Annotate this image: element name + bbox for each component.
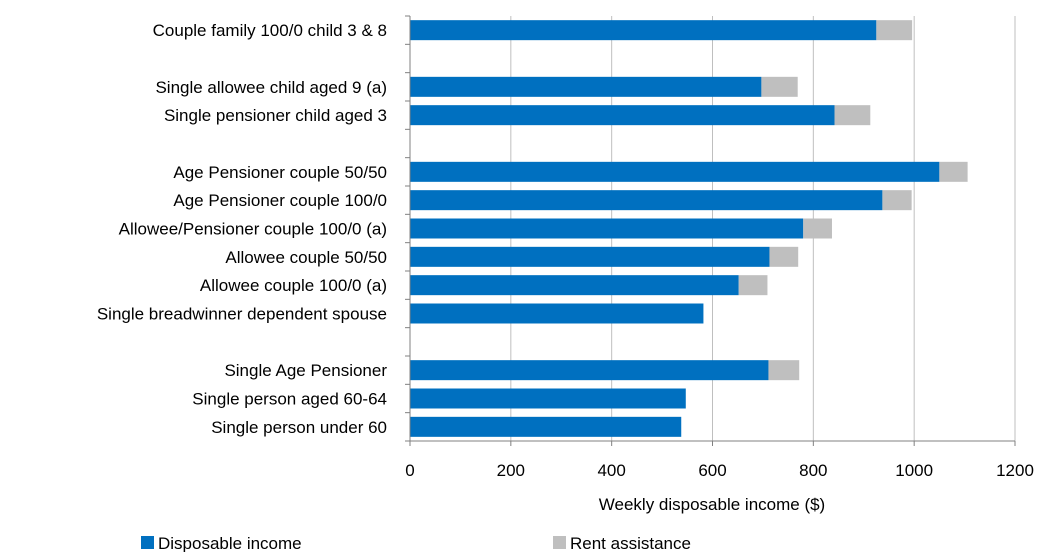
x-axis-title: Weekly disposable income ($)	[599, 495, 825, 514]
bar-disposable-income	[410, 360, 769, 381]
bar-rent-assistance	[876, 20, 913, 41]
legend-label-disposable-income: Disposable income	[158, 534, 302, 552]
x-tick-label: 600	[698, 461, 726, 480]
bar-disposable-income	[410, 388, 686, 409]
x-tick-labels: 0 200 400 600 800 1000 1200	[405, 461, 1034, 480]
category-labels: Couple family 100/0 child 3 & 8 Single al…	[97, 21, 388, 437]
bars	[410, 20, 968, 437]
x-tick-label: 1200	[996, 461, 1034, 480]
bar-disposable-income	[410, 161, 940, 182]
bar-rent-assistance	[882, 190, 912, 211]
bar-disposable-income	[410, 76, 762, 97]
bar-rent-assistance	[768, 360, 800, 381]
bar-disposable-income	[410, 246, 770, 267]
bar-rent-assistance	[761, 76, 798, 97]
bar-disposable-income	[410, 416, 682, 437]
bar-disposable-income	[410, 105, 835, 126]
legend-swatch-rent-assistance	[553, 536, 566, 549]
category-label: Age Pensioner couple 50/50	[173, 163, 387, 182]
category-label: Age Pensioner couple 100/0	[173, 191, 387, 210]
legend-swatch-disposable-income	[141, 536, 154, 549]
category-label: Single breadwinner dependent spouse	[97, 305, 387, 324]
category-label: Single person under 60	[211, 418, 387, 437]
legend: Disposable income Rent assistance	[141, 534, 691, 552]
x-tick-label: 0	[405, 461, 414, 480]
bar-rent-assistance	[834, 105, 871, 126]
bar-rent-assistance	[939, 161, 968, 182]
bar-rent-assistance	[738, 275, 768, 296]
bar-disposable-income	[410, 190, 883, 211]
category-label: Couple family 100/0 child 3 & 8	[153, 21, 387, 40]
x-tick-label: 400	[597, 461, 625, 480]
category-label: Single person aged 60-64	[192, 390, 387, 409]
bar-disposable-income	[410, 275, 739, 296]
category-label: Single Age Pensioner	[224, 361, 387, 380]
axes	[405, 15, 1016, 446]
x-tick-label: 800	[799, 461, 827, 480]
category-label: Allowee couple 100/0 (a)	[200, 276, 387, 295]
x-tick-label: 200	[497, 461, 525, 480]
category-label: Single allowee child aged 9 (a)	[155, 78, 387, 97]
bar-rent-assistance	[769, 246, 799, 267]
x-tick-label: 1000	[895, 461, 933, 480]
category-label: Allowee/Pensioner couple 100/0 (a)	[119, 220, 387, 239]
category-label: Single pensioner child aged 3	[164, 106, 387, 125]
bar-rent-assistance	[803, 218, 832, 239]
category-label: Allowee couple 50/50	[225, 248, 387, 267]
legend-label-rent-assistance: Rent assistance	[570, 534, 691, 552]
bar-disposable-income	[410, 20, 877, 41]
bar-disposable-income	[410, 218, 804, 239]
bar-disposable-income	[410, 303, 704, 324]
